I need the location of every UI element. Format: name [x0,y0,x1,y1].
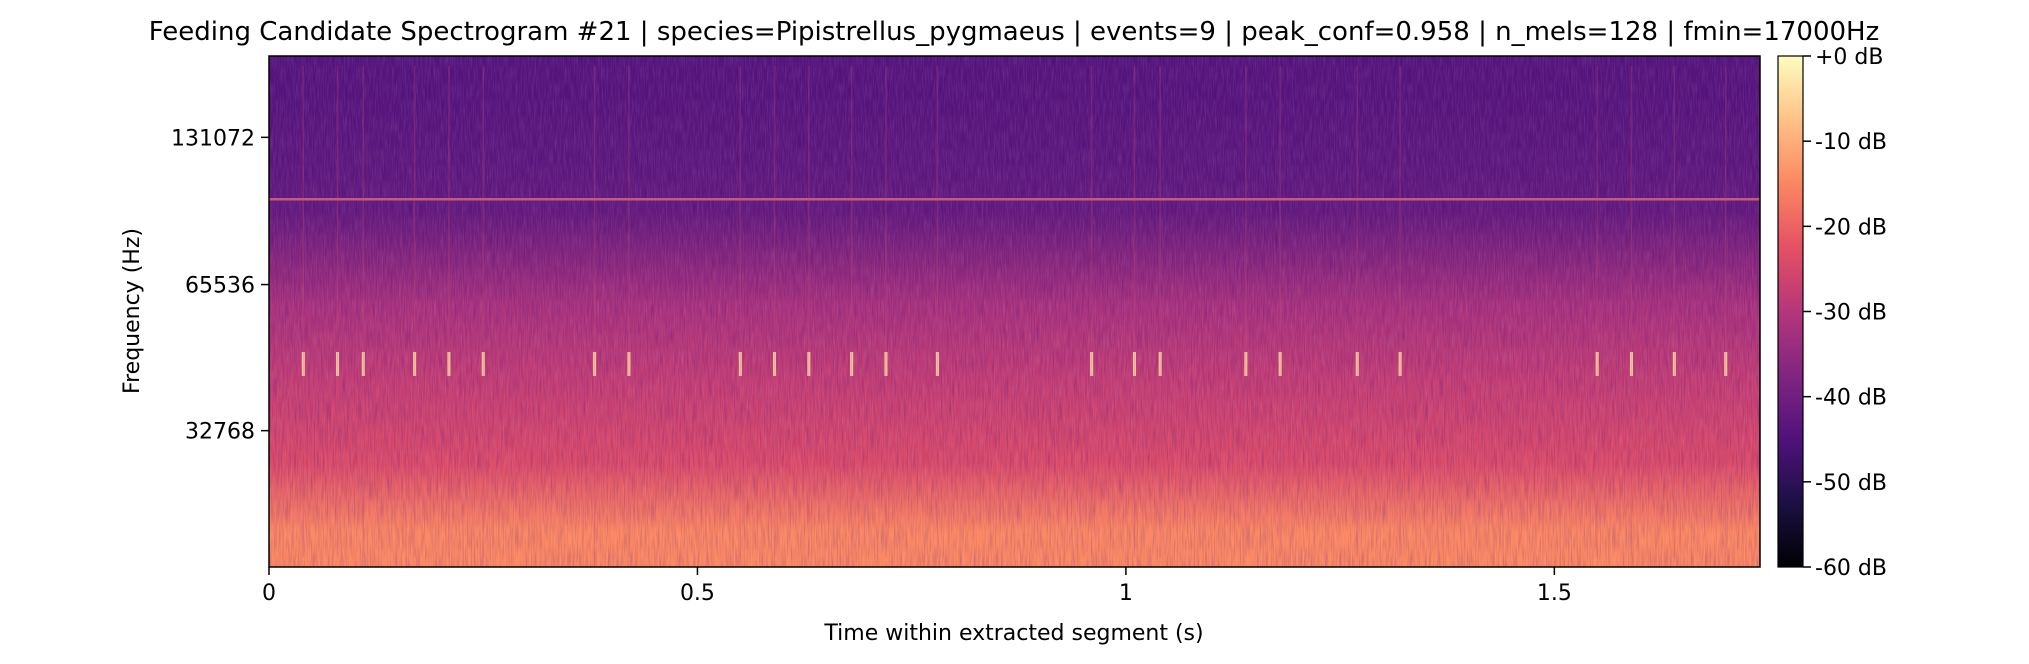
x-tick-label: 1 [1119,581,1133,606]
y-tick-label: 32768 [185,420,255,445]
colorbar-tick-label: +0 dB [1815,45,1883,70]
y-tick-label: 131072 [171,126,255,151]
x-tick-label: 0.5 [680,581,715,606]
plot-frame [268,55,1761,568]
colorbar-gradient [1777,55,1804,568]
call-events [301,66,1728,557]
texture-overlay-dark [269,56,1760,567]
y-axis: 32768 65536 131072 [171,126,269,445]
colorbar-tick-label: -30 dB [1815,301,1887,326]
x-axis-label: Time within extracted segment (s) [823,621,1203,646]
colorbar-tick-label: -10 dB [1815,130,1887,155]
colorbar-tick-label: -40 dB [1815,386,1887,411]
x-tick-label: 0 [262,581,276,606]
chart-title: Feeding Candidate Spectrogram #21 | spec… [149,17,1880,47]
colorbar: +0 dB -10 dB -20 dB -30 dB -40 dB -50 dB -60 d… [1777,45,1887,581]
colorbar-tick-label: -20 dB [1815,215,1887,240]
y-axis-label: Frequency (Hz) [120,228,145,394]
y-tick-label: 65536 [185,274,255,299]
colorbar-tick-label: -50 dB [1815,471,1887,496]
x-axis: 0 0.5 1 1.5 [262,567,1572,606]
colorbar-ticks: +0 dB -10 dB -20 dB -30 dB -40 dB -50 dB -60 d… [1803,45,1887,581]
colorbar-tick-label: -60 dB [1815,556,1887,581]
plot-area [269,56,1760,567]
x-tick-label: 1.5 [1537,581,1572,606]
